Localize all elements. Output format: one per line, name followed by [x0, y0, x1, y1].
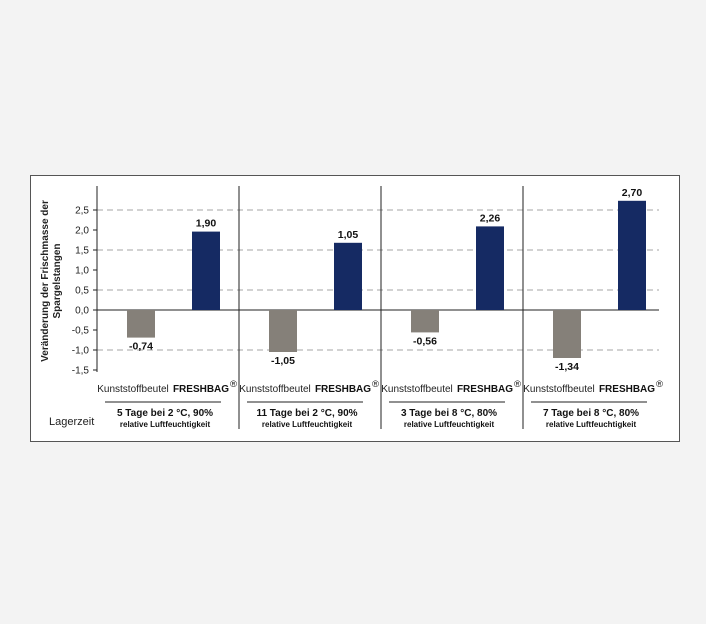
condition-line2: relative Luftfeuchtigkeit: [262, 420, 353, 429]
registered-mark: ®: [656, 379, 663, 390]
bar-kunststoffbeutel: [269, 310, 297, 352]
condition-line1: 11 Tage bei 2 °C, 90%: [256, 408, 357, 419]
category-label-kunststoffbeutel: Kunststoffbeutel: [239, 384, 311, 395]
y-tick-label: -0,5: [72, 326, 90, 337]
bar-value-label: 2,70: [622, 187, 643, 199]
bar-kunststoffbeutel: [127, 310, 155, 338]
y-tick-label: -1,0: [72, 346, 90, 357]
y-axis-title: Veränderung der Frischmasse derSpargelst…: [40, 200, 63, 362]
condition-line2: relative Luftfeuchtigkeit: [546, 420, 637, 429]
bar-freshbag: [618, 200, 646, 310]
condition-line1: 5 Tage bei 2 °C, 90%: [117, 408, 213, 419]
condition-line1: 7 Tage bei 8 °C, 80%: [543, 408, 639, 419]
y-tick-label: 1,5: [75, 246, 89, 257]
condition-line2: relative Luftfeuchtigkeit: [120, 420, 211, 429]
bar-freshbag: [334, 242, 362, 310]
condition-line1: 3 Tage bei 8 °C, 80%: [401, 408, 497, 419]
category-label-freshbag: FRESHBAG: [315, 384, 371, 395]
bar-value-label: -1,05: [271, 355, 295, 367]
registered-mark: ®: [372, 379, 379, 390]
y-tick-label: 0,5: [75, 286, 89, 297]
chart-frame: 2,5 2,0 1,5 1,0 0,5 0,0 -0,5 -1,0 -1,5 Veränderun…: [30, 175, 680, 442]
category-label-kunststoffbeutel: Kunststoffbeutel: [381, 384, 453, 395]
bar-value-label: -0,56: [413, 335, 437, 347]
y-axis-title-line1: Veränderung der Frischmasse der: [40, 200, 51, 362]
category-label-freshbag: FRESHBAG: [173, 384, 229, 395]
y-tick-label: 2,5: [75, 206, 89, 217]
category-label-kunststoffbeutel: Kunststoffbeutel: [523, 384, 595, 395]
bar-freshbag: [192, 231, 220, 310]
row-label-lagerzeit: Lagerzeit: [49, 416, 94, 428]
bar-value-label: -1,34: [555, 361, 579, 373]
registered-mark: ®: [230, 379, 237, 390]
bar-value-label: 2,26: [480, 212, 501, 224]
bar-freshbag: [476, 226, 504, 310]
bar-value-label: 1,90: [196, 218, 217, 230]
y-tick-label: 1,0: [75, 266, 89, 277]
category-label-freshbag: FRESHBAG: [599, 384, 655, 395]
y-tick-label: 0,0: [75, 306, 89, 317]
y-axis-title-line2: Spargelstangen: [52, 243, 63, 318]
bar-chart: 2,5 2,0 1,5 1,0 0,5 0,0 -0,5 -1,0 -1,5 Veränderun…: [40, 186, 663, 429]
category-label-kunststoffbeutel: Kunststoffbeutel: [97, 384, 169, 395]
category-label-freshbag: FRESHBAG: [457, 384, 513, 395]
bar-kunststoffbeutel: [553, 310, 581, 358]
bar-kunststoffbeutel: [411, 310, 439, 333]
y-tick-label: -1,5: [72, 366, 90, 377]
bar-value-label: -0,74: [129, 341, 153, 353]
y-tick-label: 2,0: [75, 226, 89, 237]
bar-value-label: 1,05: [338, 229, 359, 241]
registered-mark: ®: [514, 379, 521, 390]
condition-line2: relative Luftfeuchtigkeit: [404, 420, 495, 429]
